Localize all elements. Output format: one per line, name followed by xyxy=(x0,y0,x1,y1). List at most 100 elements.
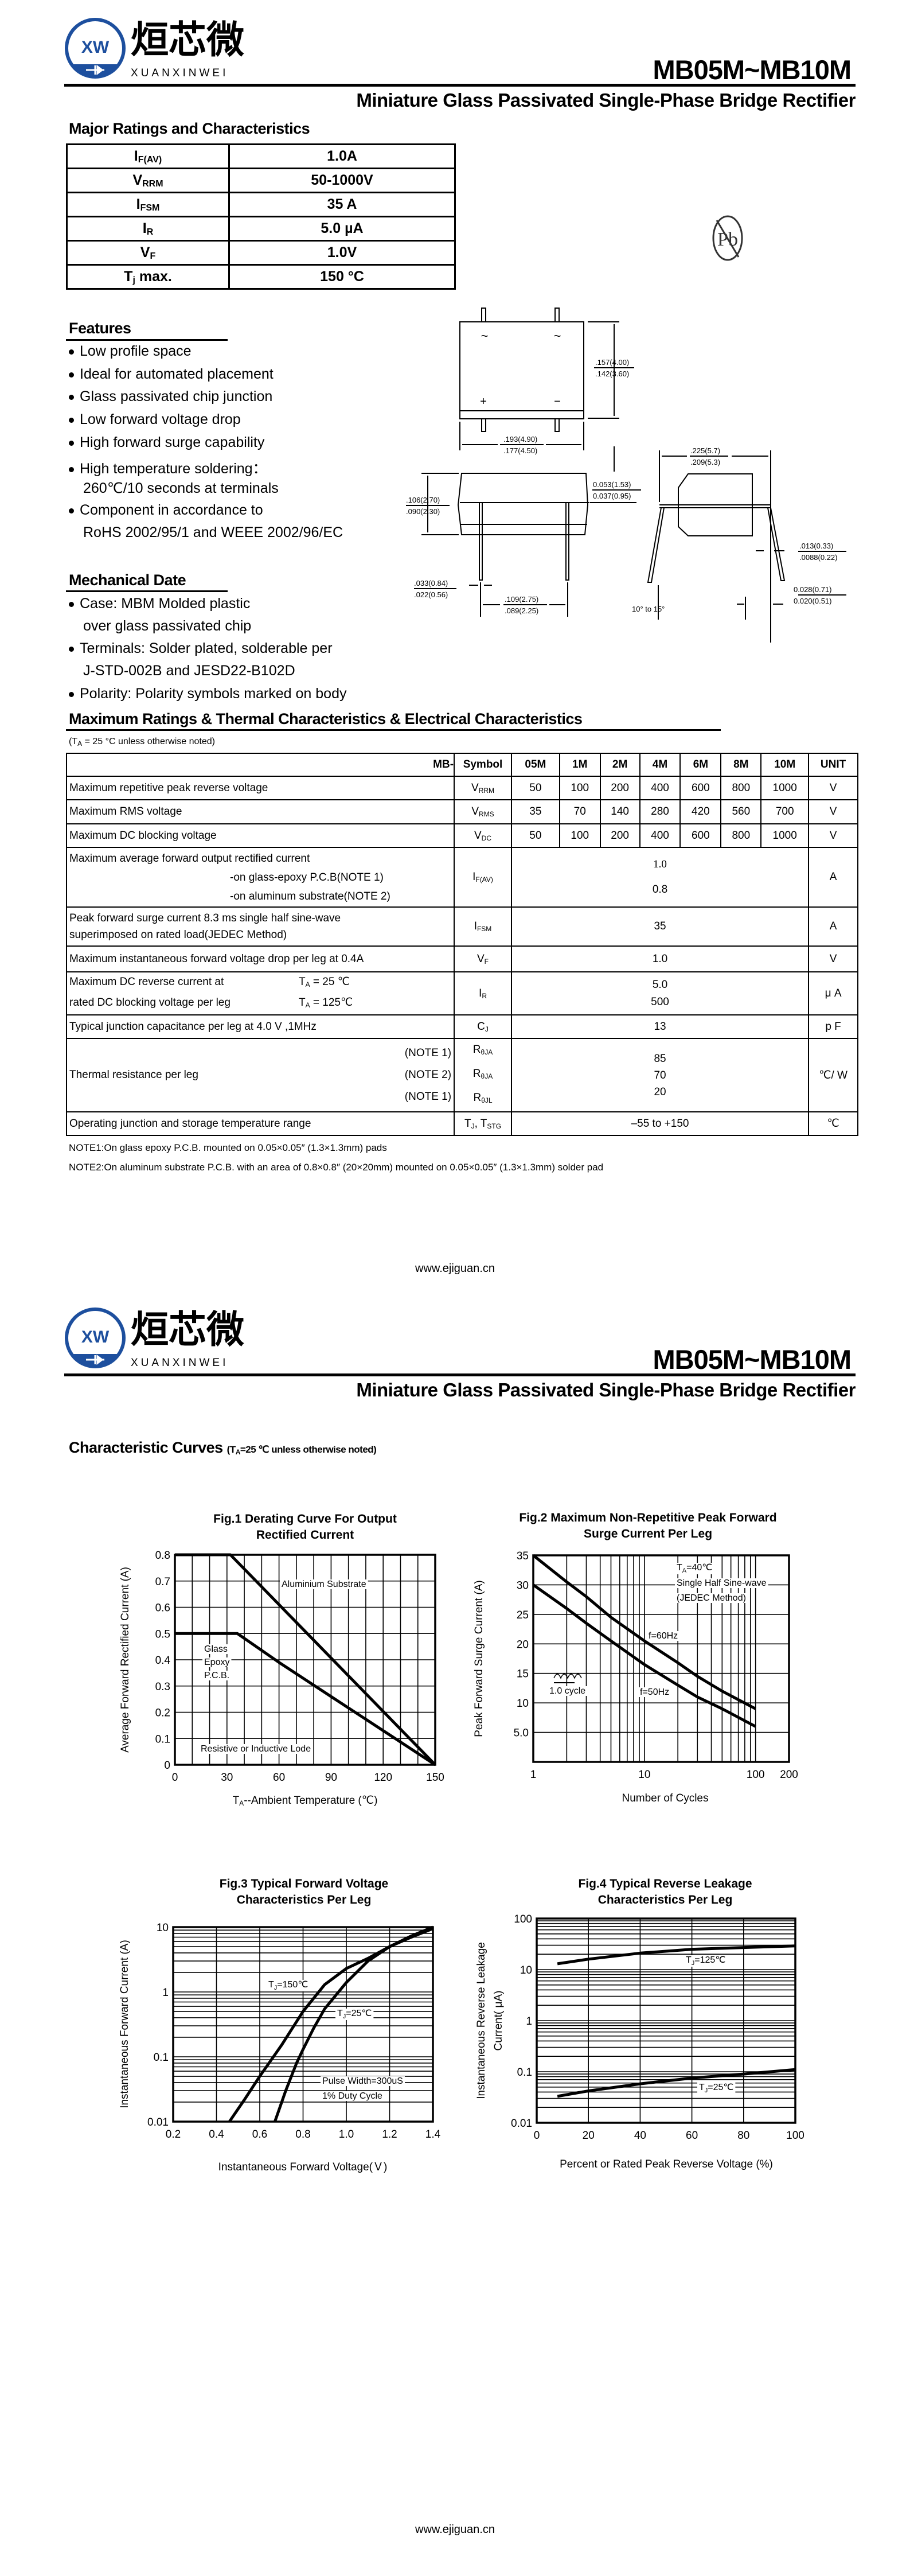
svg-text:XW: XW xyxy=(81,1328,110,1347)
x-tick-label: 100 xyxy=(786,2130,804,2142)
table-row: Operating junction and storage temperatu… xyxy=(65,1111,858,1136)
fig2-title: Fig.2 Maximum Non-Repetitive Peak Forwar… xyxy=(519,1511,777,1540)
dimension-label: .177(4.50) xyxy=(503,446,537,455)
x-tick-label: 90 xyxy=(325,1772,337,1784)
x-tick-label: 1.0 xyxy=(339,2128,354,2141)
dimension-label: .142(3.60) xyxy=(595,369,629,378)
series-line-1 xyxy=(175,1553,436,1766)
chart-annotation: P.C.B. xyxy=(204,1671,229,1680)
max-ratings-heading: Maximum Ratings & Thermal Characteristic… xyxy=(69,710,583,727)
table-header-row: MB- Symbol 05M 1M 2M 4M 6M 8M 10M UNIT xyxy=(65,753,858,777)
dimension-label: .225(5.7) xyxy=(690,446,720,455)
x-tick-label: 120 xyxy=(374,1772,392,1784)
fig2-y-axis-label: Peak Forward Surge Current (A) xyxy=(473,1580,485,1737)
table-row: Typical junction capacitance per leg at … xyxy=(65,1014,858,1039)
y-tick-label: 0.1 xyxy=(155,1733,170,1745)
y-tick-label: 0.6 xyxy=(155,1602,170,1614)
y-tick-label: 0.2 xyxy=(155,1707,170,1719)
fig3-chart: 0.2 0.4 0.6 0.8 1.0 1.2 1.4 0.01 0.1 1 10 Pulse Wid… xyxy=(147,1922,441,2141)
table-row: Maximum repetitive peak reverse voltage V… xyxy=(65,776,858,800)
dimension-label: .013(0.33) xyxy=(799,542,833,550)
dimension-label: .193(4.90) xyxy=(503,435,537,443)
plot-frame xyxy=(532,1554,790,1763)
x-tick-label: 0 xyxy=(534,2130,540,2142)
feature-item-continued: 260℃/10 seconds at terminals xyxy=(83,480,279,496)
series-label: TJ=25℃ xyxy=(337,2009,372,2020)
series-line-2 xyxy=(532,1583,756,1728)
max-ratings-section: MB- Symbol 05M 1M 2M 4M 6M 8M 10M UNIT Maximum re… xyxy=(65,753,858,1175)
note-1: NOTE1:On glass epoxy P.C.B. mounted on 0… xyxy=(69,1142,387,1153)
feature-item: Glass passivated chip junction xyxy=(69,388,272,405)
y-tick-label: 10 xyxy=(520,1964,532,1976)
table-row: Maximum RMS voltage VRMS 35 70 140 280 420 560… xyxy=(65,799,858,824)
y-tick-label: 0.7 xyxy=(155,1576,170,1588)
y-tick-label: 10 xyxy=(517,1698,529,1710)
mechanical-underline xyxy=(66,590,228,592)
chart-annotation: Epoxy xyxy=(204,1657,229,1667)
fig1-title: Fig.1 Derating Curve For Output Rectified… xyxy=(213,1512,397,1542)
fig2-chart: 1 10 100 200 5.0 10 15 20 25 30 35 TA=40℃ Single Hal… xyxy=(514,1550,798,1781)
fig1-chart: 0 30 60 90 120 150 0 0.1 0.2 0.3 0.4 0.5 0.6 0.7 0.8 Al… xyxy=(155,1550,444,1784)
dimension-label: .022(0.56) xyxy=(414,590,448,599)
table-row: Maximum instantaneous forward voltage dr… xyxy=(65,945,858,972)
series-line-2 xyxy=(175,1632,436,1766)
table-row: VF 1.0V xyxy=(66,240,456,266)
table-row: Maximum DC blocking voltage VDC 50 100 200 4… xyxy=(65,823,858,848)
feature-item-continued: RoHS 2002/95/1 and WEEE 2002/96/EC xyxy=(83,524,343,540)
table-row: Peak forward surge current 8.3 ms single… xyxy=(65,906,858,947)
y-tick-label: 10 xyxy=(157,1922,169,1934)
x-tick-label: 10 xyxy=(638,1769,650,1781)
mechanical-item: Case: MBM Molded plastic xyxy=(69,596,250,612)
ac-terminal-mark: ~ xyxy=(554,329,561,343)
x-tick-label: 0.4 xyxy=(209,2128,224,2141)
header-rule xyxy=(64,1373,856,1376)
dimension-label: 0.053(1.53) xyxy=(593,480,631,489)
product-subtitle: Miniature Glass Passivated Single-Phase … xyxy=(356,1379,856,1400)
series-label: f=60Hz xyxy=(649,1631,678,1641)
x-tick-label: 40 xyxy=(634,2130,646,2142)
y-tick-label: 0.8 xyxy=(155,1550,170,1562)
dimension-label: .109(2.75) xyxy=(505,595,538,604)
table-row: IR 5.0 µA xyxy=(66,216,456,242)
fig4-chart: 0 20 40 60 80 100 0.01 0.1 1 10 100 TJ=125℃ TJ=25℃ xyxy=(511,1913,804,2142)
x-tick-label: 0.6 xyxy=(252,2128,267,2141)
series-line-2 xyxy=(274,1925,433,2122)
note-2: NOTE2:On aluminum substrate P.C.B. with … xyxy=(69,1162,604,1173)
fig4-x-axis-label: Percent or Rated Peak Reverse Voltage (%… xyxy=(560,2158,773,2170)
characteristic-curves-heading: Characteristic Curves (TA=25 ℃ unless ot… xyxy=(69,1439,377,1456)
y-tick-label: 1 xyxy=(162,1987,169,1999)
series-line-1 xyxy=(532,1554,756,1710)
y-tick-label: 0.1 xyxy=(517,2067,532,2079)
mechanical-item-continued: over glass passivated chip xyxy=(83,618,252,634)
y-tick-label: 30 xyxy=(517,1579,529,1591)
max-ratings-underline xyxy=(66,729,721,731)
chart-annotation: Aluminium Substrate xyxy=(282,1579,366,1589)
table-row: Tj max. 150 °C xyxy=(66,264,456,290)
chart-annotation: 1.0 cycle xyxy=(549,1686,585,1696)
table-row: VRRM 50-1000V xyxy=(66,168,456,193)
dimension-label: 0.037(0.95) xyxy=(593,492,631,500)
plus-terminal-mark: + xyxy=(480,395,487,408)
x-tick-label: 0.2 xyxy=(166,2128,181,2141)
x-tick-label: 0 xyxy=(172,1772,178,1784)
series-label: TJ=125℃ xyxy=(686,1955,725,1967)
mechanical-item: Polarity: Polarity symbols marked on bod… xyxy=(69,686,346,702)
x-tick-label: 1 xyxy=(530,1769,537,1781)
chart-annotation: TA=40℃ xyxy=(677,1563,712,1574)
x-tick-label: 1.4 xyxy=(425,2128,441,2141)
features-underline xyxy=(66,339,228,341)
x-tick-label: 1.2 xyxy=(382,2128,397,2141)
series-line-1 xyxy=(557,1944,796,1966)
company-logo-icon: XW xyxy=(65,1308,126,1368)
table-row: IF(AV) 1.0A xyxy=(66,143,456,169)
y-tick-label: 0.01 xyxy=(511,2118,532,2130)
series-line-2 xyxy=(557,2068,796,2098)
lead-angle-label: 10° to 15° xyxy=(632,605,665,613)
y-tick-label: 20 xyxy=(517,1639,529,1651)
y-tick-label: 0.5 xyxy=(155,1628,170,1640)
chart-annotation: Resistive or Inductive Lode xyxy=(201,1744,311,1754)
mechanical-item: Terminals: Solder plated, solderable per xyxy=(69,640,333,657)
series-line-1 xyxy=(228,1927,433,2123)
x-tick-label: 60 xyxy=(273,1772,285,1784)
feature-item: Low forward voltage drop xyxy=(69,411,241,428)
